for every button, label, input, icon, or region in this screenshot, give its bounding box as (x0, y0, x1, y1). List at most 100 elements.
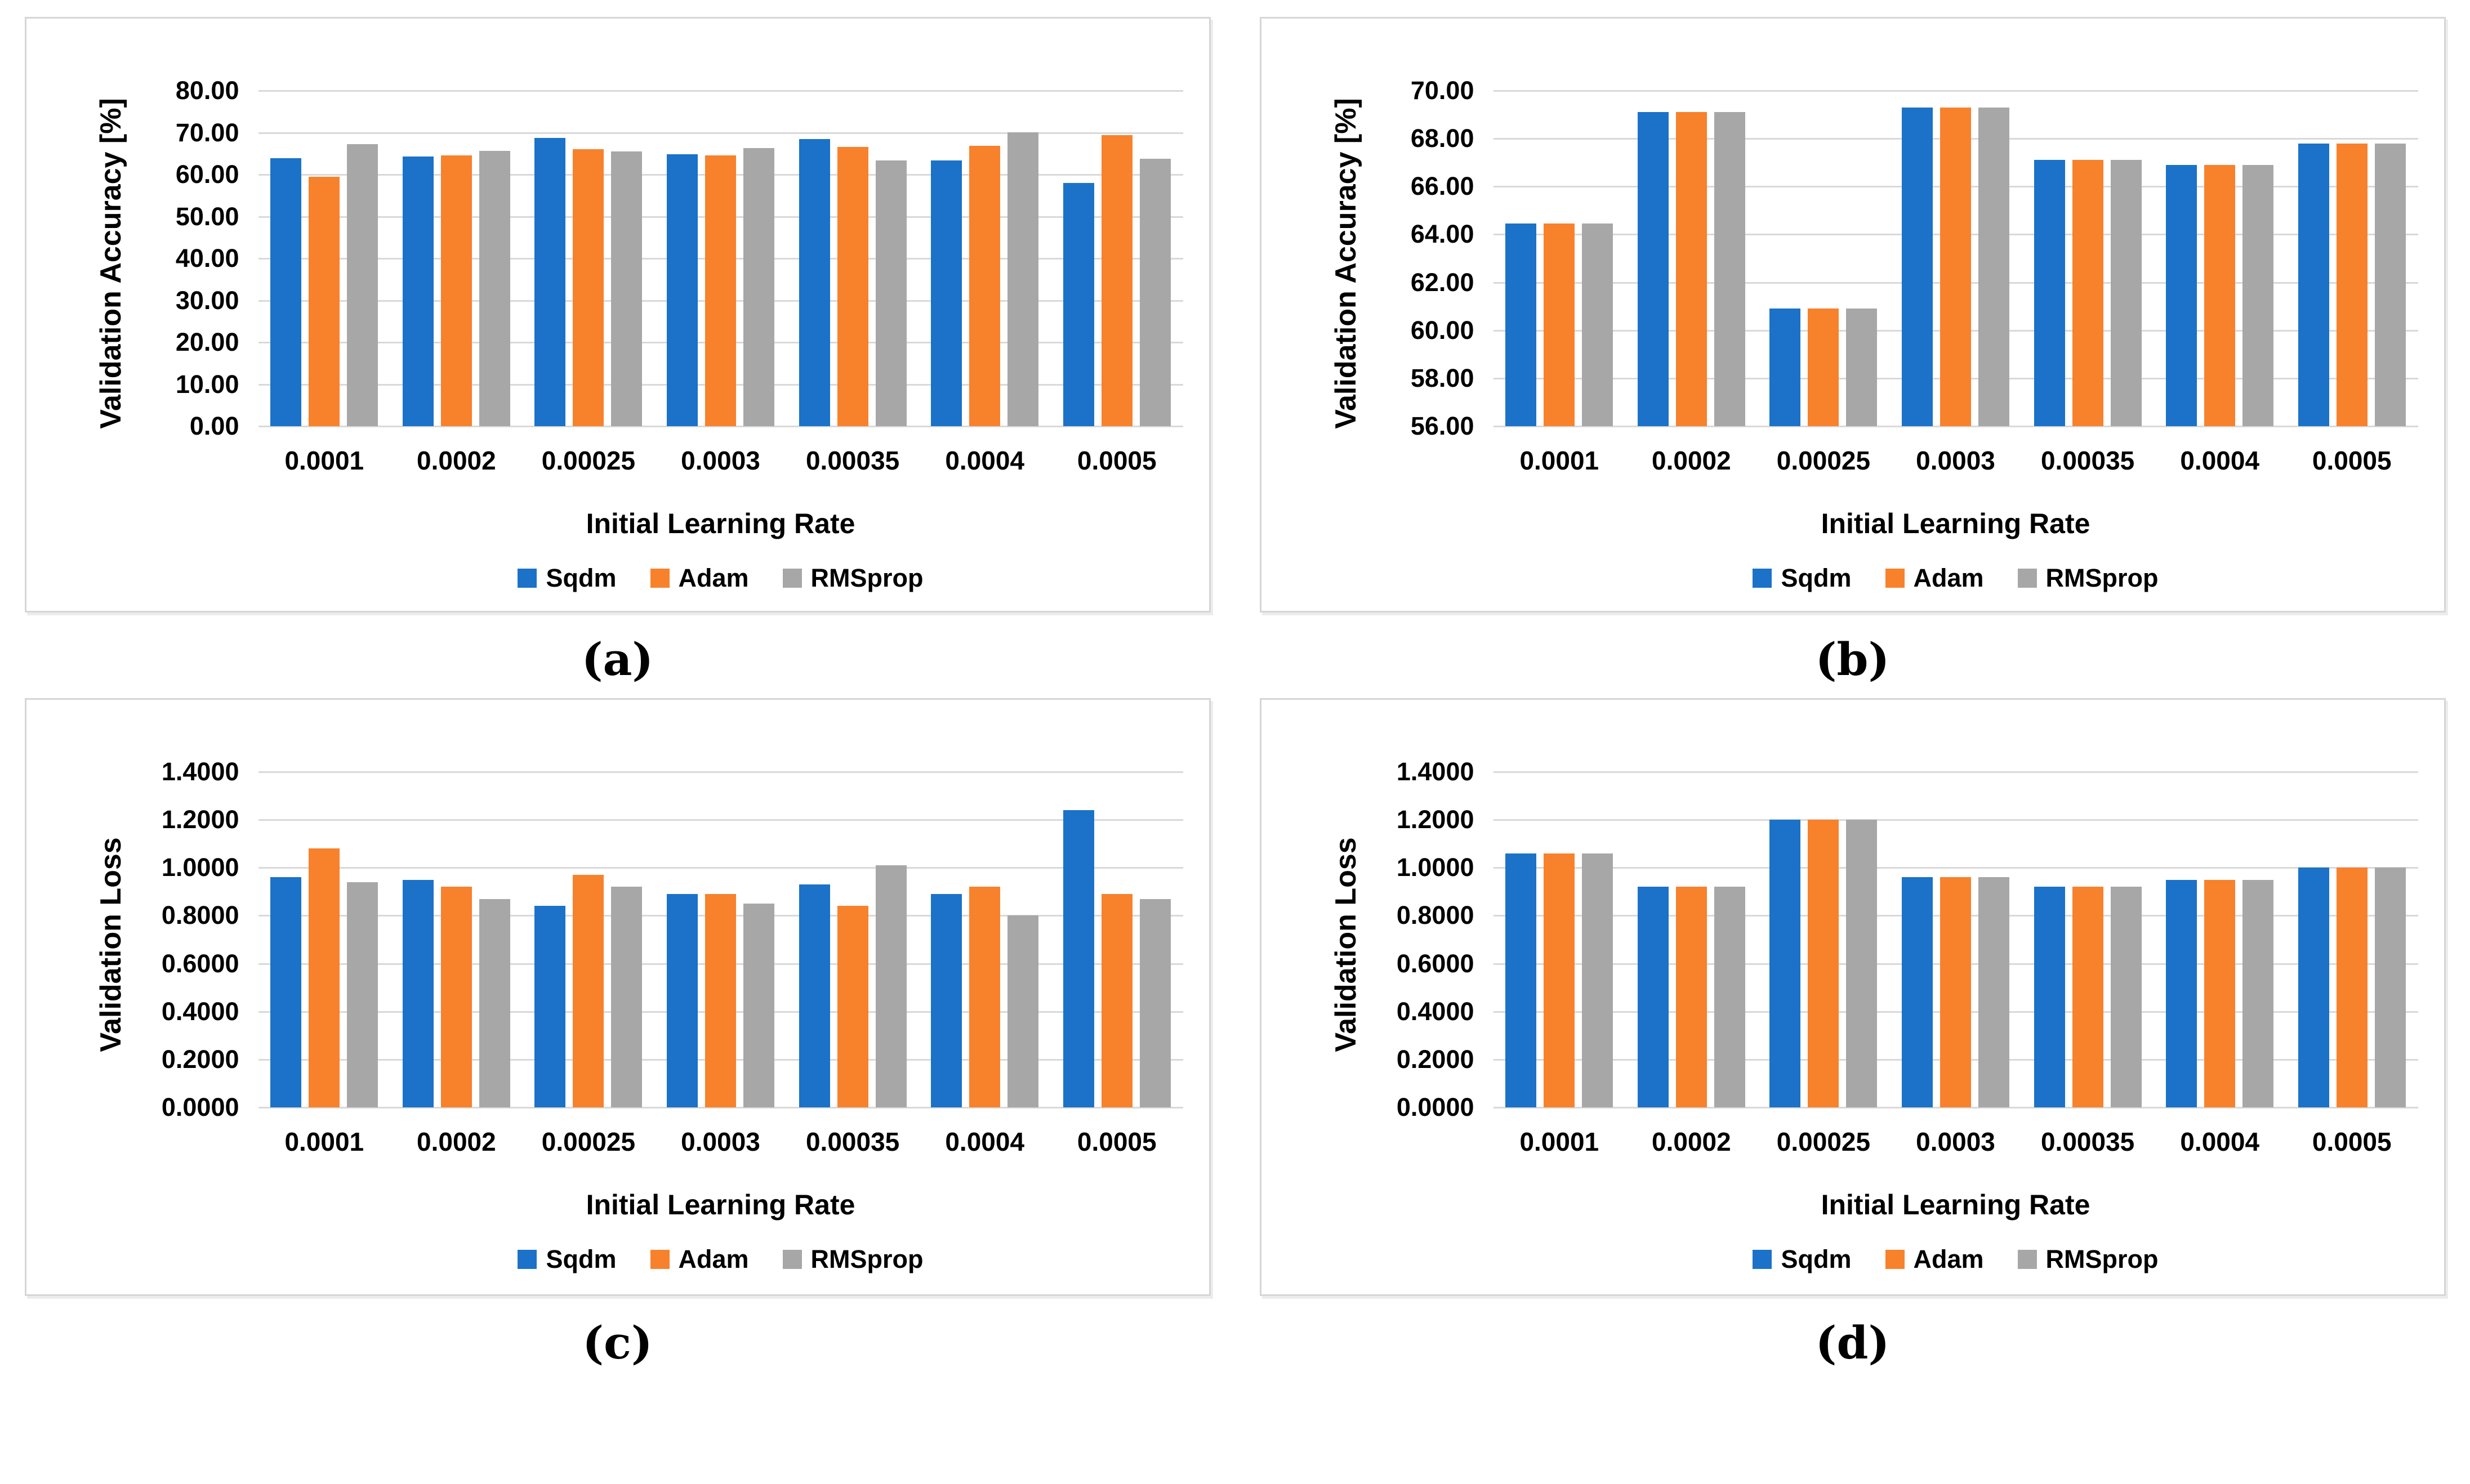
y-tick-label: 80.00 (175, 76, 239, 105)
bar-rmsprop-0.00035 (875, 160, 907, 426)
bar-rmsprop-0.0002 (1714, 112, 1745, 426)
bar-group-0.0001 (1493, 91, 1626, 426)
chart-d-y-ticks: 1.4000 1.2000 1.0000 0.8000 0.6000 0.4000 0.20… (1261, 757, 1481, 1121)
chart-b-x-axis-title: Initial Learning Rate (1821, 508, 2090, 539)
bar-sqdm-0.00025 (1769, 309, 1801, 426)
bar-rmsprop-0.0002 (479, 150, 510, 426)
bar-sqdm-0.0003 (1902, 877, 1933, 1107)
bar-sqdm-0.0005 (1063, 810, 1094, 1107)
x-tick-label: 0.0004 (2180, 446, 2260, 475)
bar-rmsprop-0.0003 (743, 904, 775, 1107)
x-tick-label: 0.0001 (1519, 1127, 1599, 1156)
chart-c-plot-area (258, 771, 1183, 1108)
gridline (1493, 426, 2418, 427)
bar-groups (1493, 91, 2418, 426)
bar-group-0.0002 (390, 772, 523, 1107)
bar-sqdm-0.0003 (667, 154, 698, 426)
bar-group-0.0001 (1493, 772, 1626, 1107)
gridline (1493, 1107, 2418, 1108)
x-tick-label: 0.0003 (681, 1127, 760, 1156)
panel-b-cell: Validation Accuracy [%] 70.00 68.00 66.00 6… (1235, 0, 2470, 686)
y-tick-label: 0.6000 (1396, 949, 1474, 978)
x-tick-label: 0.0002 (1652, 1127, 1731, 1156)
panel-a-caption: (a) (581, 633, 654, 686)
bar-group-0.00025 (523, 91, 655, 426)
legend-item-adam: Adam (1885, 1245, 1984, 1274)
legend-item-sqdm: Sqdm (518, 1245, 617, 1274)
x-tick-label: 0.0003 (1916, 1127, 1995, 1156)
bar-rmsprop-0.0001 (1582, 853, 1613, 1107)
bar-sqdm-0.0002 (1637, 112, 1669, 426)
bar-sqdm-0.0002 (402, 879, 434, 1107)
chart-a-plot-area (258, 90, 1183, 427)
bar-group-0.0004 (2154, 772, 2286, 1107)
bar-group-0.00025 (1758, 772, 1890, 1107)
legend-label: RMSprop (810, 564, 924, 592)
y-tick-label: 1.2000 (161, 805, 239, 834)
bar-adam-0.0004 (2204, 879, 2236, 1107)
bar-adam-0.0005 (1101, 135, 1133, 426)
bar-sqdm-0.0003 (1902, 107, 1933, 426)
y-tick-label: 1.4000 (1396, 757, 1474, 786)
x-tick-label: 0.0004 (945, 1127, 1025, 1156)
rmsprop-swatch-icon (782, 1250, 802, 1269)
y-tick-label: 68.00 (1410, 124, 1474, 153)
bar-rmsprop-0.0004 (2242, 879, 2274, 1107)
chart-d-legend: Sqdm Adam RMSprop (1493, 1245, 2418, 1274)
y-tick-label: 1.0000 (1396, 853, 1474, 882)
chart-a-legend: Sqdm Adam RMSprop (258, 564, 1183, 593)
x-tick-label: 0.00035 (2040, 1127, 2135, 1156)
x-tick-label: 0.0003 (1916, 446, 1995, 475)
bar-rmsprop-0.00035 (2110, 887, 2142, 1107)
x-tick-label: 0.0002 (417, 1127, 496, 1156)
bar-adam-0.0004 (969, 146, 1001, 426)
legend-label: RMSprop (2045, 1245, 2159, 1273)
legend-item-adam: Adam (650, 1245, 749, 1274)
chart-d-x-axis-title: Initial Learning Rate (1821, 1189, 2090, 1221)
bar-group-0.0005 (1051, 91, 1183, 426)
legend-label: Sqdm (546, 1245, 617, 1273)
legend-label: Adam (678, 564, 749, 592)
panel-a-cell: Validation Accuracy [%] 80.00 70.00 60.00 5… (0, 0, 1235, 686)
y-tick-label: 0.2000 (1396, 1044, 1474, 1074)
x-tick-label: 0.00025 (1776, 446, 1871, 475)
y-tick-label: 0.0000 (161, 1093, 239, 1121)
chart-c-x-axis-title: Initial Learning Rate (586, 1189, 855, 1221)
y-tick-label: 0.6000 (161, 949, 239, 978)
bar-rmsprop-0.0003 (1978, 877, 2010, 1107)
bar-group-0.0003 (654, 91, 787, 426)
chart-a-x-axis-title: Initial Learning Rate (586, 508, 855, 539)
adam-swatch-icon (650, 569, 670, 588)
legend-label: Sqdm (546, 564, 617, 592)
chart-b-box: Validation Accuracy [%] 70.00 68.00 66.00 6… (1259, 17, 2446, 613)
legend-item-rmsprop: RMSprop (2017, 564, 2159, 593)
y-tick-label: 50.00 (175, 202, 239, 231)
x-tick-label: 0.0005 (2312, 1127, 2392, 1156)
legend-label: Adam (678, 1245, 749, 1273)
x-tick-label: 0.0004 (2180, 1127, 2260, 1156)
x-tick-label: 0.0002 (417, 446, 496, 475)
bar-adam-0.0001 (309, 848, 340, 1107)
chart-b-x-ticks: 0.0001 0.0002 0.00025 0.0003 0.00035 0.0004 0.… (1493, 445, 2418, 476)
sqdm-swatch-icon (1753, 1250, 1772, 1269)
y-tick-label: 64.00 (1410, 220, 1474, 249)
bar-group-0.0005 (2286, 772, 2418, 1107)
bar-rmsprop-0.0004 (1007, 132, 1039, 426)
bar-sqdm-0.00035 (2034, 887, 2065, 1107)
gridline (1493, 90, 2418, 92)
bar-adam-0.0005 (1101, 894, 1133, 1107)
x-tick-label: 0.00025 (1776, 1127, 1871, 1156)
adam-swatch-icon (650, 1250, 670, 1269)
bar-adam-0.0001 (1544, 224, 1575, 426)
y-tick-label: 60.00 (1410, 315, 1474, 345)
bar-sqdm-0.0005 (1063, 182, 1094, 426)
bar-adam-0.00025 (573, 149, 604, 426)
bar-group-0.0005 (2286, 91, 2418, 426)
chart-c-y-ticks: 1.4000 1.2000 1.0000 0.8000 0.6000 0.4000 0.20… (26, 757, 246, 1121)
bar-sqdm-0.0004 (931, 894, 962, 1107)
y-tick-label: 1.4000 (161, 757, 239, 786)
bar-sqdm-0.0005 (2298, 143, 2329, 426)
legend-item-adam: Adam (650, 564, 749, 593)
y-tick-label: 70.00 (175, 118, 239, 147)
sqdm-swatch-icon (1753, 569, 1772, 588)
